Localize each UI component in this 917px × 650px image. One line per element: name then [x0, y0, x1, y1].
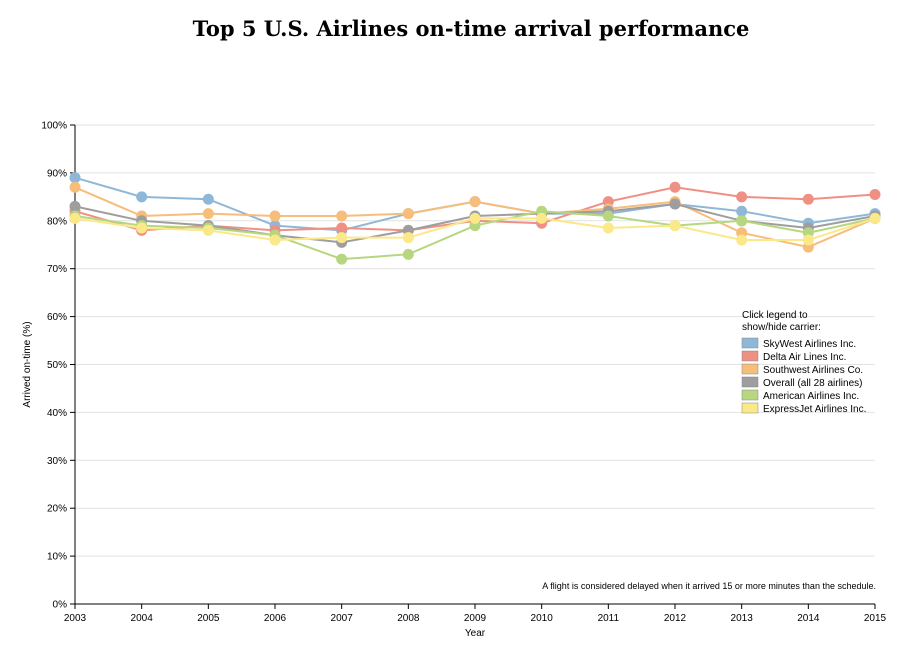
- legend-item[interactable]: ExpressJet Airlines Inc.: [741, 402, 866, 415]
- legend-title: show/hide carrier:: [742, 322, 821, 333]
- data-point: [202, 193, 214, 205]
- data-point: [336, 232, 348, 244]
- legend-label[interactable]: Southwest Airlines Co.: [763, 365, 863, 376]
- data-point: [736, 234, 748, 246]
- legend-swatch[interactable]: [741, 363, 759, 375]
- data-point: [469, 196, 481, 208]
- data-point: [336, 222, 348, 234]
- x-tick-label: 2004: [131, 613, 154, 624]
- data-point: [402, 248, 414, 260]
- data-point: [69, 200, 81, 212]
- y-tick-label: 50%: [47, 360, 67, 371]
- x-tick-label: 2005: [197, 613, 220, 624]
- x-axis-label: Year: [465, 628, 486, 639]
- legend-swatch[interactable]: [741, 350, 759, 362]
- x-tick-label: 2011: [598, 613, 620, 624]
- x-tick-label: 2003: [64, 613, 87, 624]
- data-point: [536, 212, 548, 224]
- data-point: [69, 172, 81, 184]
- data-point: [69, 212, 81, 224]
- x-tick-label: 2009: [464, 613, 487, 624]
- data-point: [602, 222, 614, 234]
- data-point: [669, 220, 681, 232]
- data-point: [402, 232, 414, 244]
- y-tick-label: 10%: [47, 552, 67, 563]
- x-tick-label: 2006: [264, 613, 287, 624]
- data-point: [269, 234, 281, 246]
- y-tick-label: 80%: [47, 216, 67, 227]
- x-axis: 2003 2004 2005 2006 2007 2008 2009 2010 2011 2012…: [64, 603, 887, 624]
- y-tick-label: 0%: [53, 600, 68, 611]
- series-5: [69, 212, 881, 246]
- delay-note: A flight is considered delayed when it a…: [542, 581, 876, 591]
- x-tick-label: 2012: [664, 613, 687, 624]
- legend-item[interactable]: Southwest Airlines Co.: [741, 363, 863, 376]
- legend-label[interactable]: Overall (all 28 airlines): [763, 378, 862, 389]
- legend-label[interactable]: American Airlines Inc.: [763, 391, 859, 402]
- x-tick-label: 2014: [797, 613, 820, 624]
- chart-title: Top 5 U.S. Airlines on-time arrival perf…: [192, 16, 750, 41]
- data-point: [602, 210, 614, 222]
- data-point: [736, 205, 748, 217]
- legend-item[interactable]: Delta Air Lines Inc.: [741, 350, 846, 363]
- data-point: [269, 210, 281, 222]
- x-tick-label: 2015: [864, 613, 887, 624]
- data-point: [202, 224, 214, 236]
- y-tick-label: 70%: [47, 264, 67, 275]
- data-point: [736, 215, 748, 227]
- y-tick-label: 90%: [47, 168, 67, 179]
- y-tick-label: 30%: [47, 456, 67, 467]
- data-point: [402, 208, 414, 220]
- data-point: [202, 208, 214, 220]
- data-point: [736, 191, 748, 203]
- legend-label[interactable]: ExpressJet Airlines Inc.: [763, 404, 866, 415]
- data-point: [469, 212, 481, 224]
- legend-swatch[interactable]: [741, 337, 759, 349]
- x-tick-label: 2013: [731, 613, 754, 624]
- x-tick-label: 2008: [397, 613, 420, 624]
- legend-item[interactable]: American Airlines Inc.: [741, 389, 859, 402]
- data-point: [136, 191, 148, 203]
- series-layer: [69, 172, 881, 265]
- legend-label[interactable]: Delta Air Lines Inc.: [763, 352, 846, 363]
- x-tick-label: 2010: [531, 613, 554, 624]
- data-point: [69, 181, 81, 193]
- data-point: [869, 188, 881, 200]
- legend-item[interactable]: SkyWest Airlines Inc.: [741, 337, 856, 350]
- data-point: [336, 210, 348, 222]
- legend-swatch[interactable]: [741, 402, 759, 414]
- y-axis-label: Arrived on-time (%): [22, 321, 33, 407]
- data-point: [336, 253, 348, 265]
- y-tick-label: 100%: [41, 121, 67, 132]
- legend-swatch[interactable]: [741, 389, 759, 401]
- y-tick-label: 40%: [47, 408, 67, 419]
- data-point: [669, 198, 681, 210]
- data-point: [869, 212, 881, 224]
- data-point: [802, 193, 814, 205]
- y-tick-label: 60%: [47, 312, 67, 323]
- data-point: [669, 181, 681, 193]
- legend-swatch[interactable]: [741, 376, 759, 388]
- legend-label[interactable]: SkyWest Airlines Inc.: [763, 339, 856, 350]
- y-tick-label: 20%: [47, 504, 67, 515]
- x-tick-label: 2007: [331, 613, 354, 624]
- data-point: [802, 234, 814, 246]
- legend-item[interactable]: Overall (all 28 airlines): [741, 376, 862, 389]
- data-point: [136, 222, 148, 234]
- y-axis: 0% 10% 20% 30% 40% 50% 60% 70% 80% 90% 100%: [41, 121, 76, 611]
- legend-title: Click legend to: [742, 310, 808, 321]
